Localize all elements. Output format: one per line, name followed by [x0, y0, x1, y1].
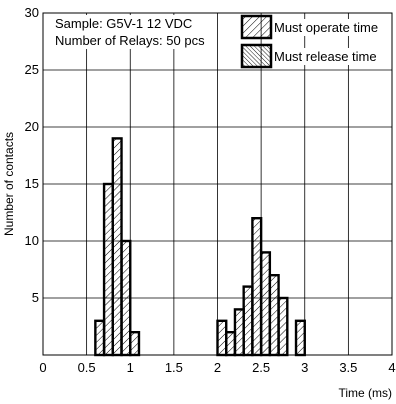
legend-label-operate: Must operate time [274, 20, 378, 35]
legend: Must operate time Must release time [240, 14, 380, 69]
y-tick-label: 20 [25, 119, 39, 134]
text-background [273, 19, 380, 36]
legend-swatch-release [240, 43, 273, 69]
bar-0-5 [216, 319, 228, 357]
bar-0-4 [129, 331, 141, 357]
bar-0-7 [233, 308, 245, 357]
x-axis-label: Time (ms) [338, 386, 392, 400]
sample-annotation: Sample: G5V-1 12 VDC [55, 16, 192, 31]
bar-0-2 [111, 137, 123, 357]
bar-0-11 [268, 274, 280, 357]
text-background [54, 32, 207, 49]
relays-annotation: Number of Relays: 50 pcs [55, 33, 205, 48]
x-tick-label: 1.5 [165, 360, 183, 375]
x-tick-label: 0.5 [78, 360, 96, 375]
text-background [273, 48, 378, 65]
x-tick-label: 0 [39, 360, 46, 375]
x-tick-label: 2.5 [252, 360, 270, 375]
bar-0-6 [225, 331, 237, 357]
bar-0-9 [251, 216, 263, 357]
bar-0-8 [242, 285, 254, 357]
legend-swatch-operate [240, 14, 273, 40]
bar-0-3 [120, 239, 132, 357]
bar-0-10 [259, 251, 272, 357]
bar-0-1 [102, 182, 114, 357]
x-tick-label: 1 [127, 360, 134, 375]
x-tick-label: 3 [301, 360, 308, 375]
y-tick-label: 5 [32, 290, 39, 305]
text-background [54, 15, 194, 32]
bars-group [94, 137, 306, 357]
y-tick-label: 30 [25, 5, 39, 20]
x-tick-label: 4 [388, 360, 395, 375]
bar-0-0 [94, 319, 106, 357]
y-tick-label: 25 [25, 62, 39, 77]
y-tick-labels: 5 10 15 20 25 30 [25, 5, 39, 305]
x-tick-label: 2 [214, 360, 221, 375]
y-tick-label: 15 [25, 176, 39, 191]
x-tick-label: 3.5 [339, 360, 357, 375]
x-tick-labels: 0 0.5 1 1.5 2 2.5 3 3.5 4 [39, 360, 395, 375]
bar-0-13 [294, 319, 306, 357]
bar-0-12 [277, 296, 289, 357]
plot-frame [42, 12, 393, 356]
grid-lines [43, 13, 392, 355]
y-axis-label: Number of contacts [2, 132, 16, 236]
legend-label-release: Must release time [274, 49, 377, 64]
y-tick-label: 10 [25, 233, 39, 248]
